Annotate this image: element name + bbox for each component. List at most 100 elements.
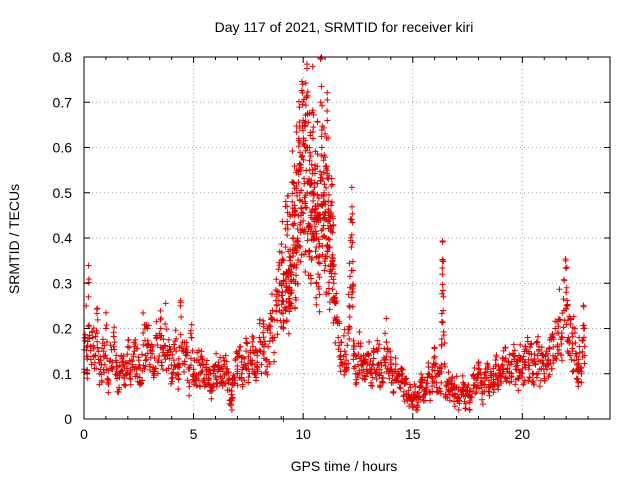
data-point [552, 325, 559, 332]
data-point [429, 383, 436, 390]
data-point [165, 365, 172, 372]
data-point [92, 352, 99, 359]
data-point [317, 216, 324, 223]
data-point [316, 260, 323, 267]
data-point [228, 401, 235, 408]
data-point [394, 373, 401, 380]
data-point [328, 175, 335, 182]
data-point [138, 351, 145, 358]
data-point [427, 397, 434, 404]
data-point [245, 353, 252, 360]
data-point [93, 327, 100, 334]
data-point [346, 260, 353, 267]
data-point [388, 354, 395, 361]
data-point [144, 341, 151, 348]
data-point [438, 368, 445, 375]
data-point [346, 335, 353, 342]
data-point [271, 358, 278, 365]
data-point [263, 368, 270, 375]
data-point [125, 360, 132, 367]
data-point [367, 382, 374, 389]
data-point [285, 330, 292, 337]
data-point [350, 356, 357, 363]
data-point [431, 345, 438, 352]
data-point [196, 382, 203, 389]
data-point [321, 181, 328, 188]
data-point [332, 339, 339, 346]
data-point [418, 376, 425, 383]
data-point [302, 80, 309, 87]
data-point [351, 342, 358, 349]
data-point [370, 355, 377, 362]
data-point [294, 225, 301, 232]
data-point [222, 380, 229, 387]
data-point [318, 152, 325, 159]
data-point [446, 391, 453, 398]
data-point [319, 202, 326, 209]
data-point [165, 336, 172, 343]
data-point [103, 355, 110, 362]
data-point [296, 221, 303, 228]
data-point [289, 221, 296, 228]
data-point [158, 359, 165, 366]
data-point [328, 228, 335, 235]
data-point [245, 374, 252, 381]
data-point [132, 363, 139, 370]
data-point [300, 210, 307, 217]
data-point [325, 279, 332, 286]
data-point [334, 314, 341, 321]
data-point [304, 92, 311, 99]
data-point [274, 293, 281, 300]
data-point [449, 374, 456, 381]
data-point [282, 225, 289, 232]
data-point [90, 345, 97, 352]
data-point [330, 261, 337, 268]
data-point [315, 243, 322, 250]
data-point [293, 183, 300, 190]
data-point [319, 176, 326, 183]
data-point [94, 305, 101, 312]
data-point [381, 359, 388, 366]
data-point [184, 377, 191, 384]
data-point [423, 386, 430, 393]
data-point [302, 147, 309, 154]
data-point [314, 180, 321, 187]
data-point [396, 384, 403, 391]
data-point [122, 382, 129, 389]
data-point [292, 305, 299, 312]
data-point [266, 325, 273, 332]
data-point [166, 343, 173, 350]
data-point [147, 346, 154, 353]
data-point [399, 366, 406, 373]
data-point [210, 367, 217, 374]
data-point [298, 205, 305, 212]
data-point [325, 244, 332, 251]
data-point [173, 348, 180, 355]
data-point [350, 281, 357, 288]
data-point [369, 361, 376, 368]
data-point [286, 295, 293, 302]
data-point [247, 360, 254, 367]
data-point [374, 337, 381, 344]
data-point [229, 394, 236, 401]
data-point [313, 279, 320, 286]
data-point [142, 357, 149, 364]
data-point [260, 329, 267, 336]
data-point [246, 370, 253, 377]
data-point [94, 338, 101, 345]
data-point [373, 375, 380, 382]
data-point [215, 358, 222, 365]
data-point [290, 222, 297, 229]
data-point [86, 335, 93, 342]
data-point [234, 368, 241, 375]
data-point [295, 238, 302, 245]
data-point [291, 209, 298, 216]
data-point [151, 355, 158, 362]
data-point [456, 400, 463, 407]
data-point [423, 380, 430, 387]
data-point [440, 293, 447, 300]
data-point [326, 290, 333, 297]
data-point [421, 391, 428, 398]
data-point [331, 270, 338, 277]
data-point [134, 345, 141, 352]
